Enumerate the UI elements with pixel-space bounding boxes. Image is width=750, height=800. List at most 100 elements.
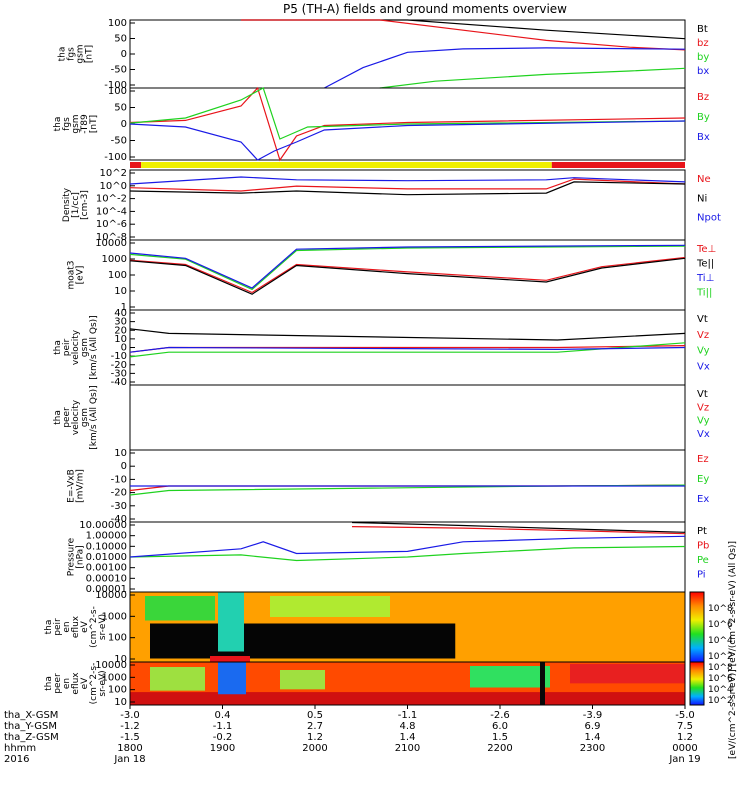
x-axis-value: -0.2 [213,732,233,743]
x-axis-value: -3.9 [583,710,603,721]
y-tick-label: 20 [114,325,127,336]
x-axis-value: -5.0 [675,710,695,721]
spectrogram-lime-band [270,596,390,617]
spectrogram-red-region [570,664,685,684]
series-line-bx [129,120,686,161]
panel-6-ylabel-line: velocity [71,399,81,435]
panel-4: moat3 [eV] 10000 1000 100 10 1 Te⊥ Te|| Ti⊥ Ti|| [67,238,717,313]
legend-entry: Vy [697,416,710,427]
panel-9-ylabel-line: en [62,621,72,632]
panel-2-ylabel-line: -T89 [80,114,90,134]
spectrogram-blue-band [218,662,246,695]
y-tick-label: 10 [114,334,127,345]
panel-5-ylabel-line: gsm [80,338,90,357]
legend-entry: Npot [697,213,721,224]
legend-entry: Bz [697,92,709,103]
y-tick-label: 10^0 [100,181,127,192]
series-line-pb [351,526,686,535]
y-tick-label: 0 [121,343,127,354]
x-axis-row-label: hhmm [4,743,36,754]
series-line-bx [324,47,686,89]
panel-8: Pressure [nPa] 10.000001.000000.100000.010… [67,520,710,595]
panel-10-ylabel-line: eV [80,677,90,690]
legend-entry: bx [697,66,709,77]
legend-entry: Ni [697,193,707,204]
panel-1-ylabel-line: [nT] [85,45,95,63]
x-axis-value: 1.2 [677,732,693,743]
spectrogram-green-band [150,667,205,691]
mode-bar-segment [551,162,685,168]
panel-7: E=-VxB [mV/m] 10 0 -10 -20 -30 -40 Ez Ey Ex [67,448,710,525]
panel-9-ylabel-line: (cm^2-s- [89,606,99,648]
series-line-vy [129,342,686,358]
mode-bar-segment [141,162,552,168]
y-tick-label: -100 [104,80,127,91]
panel-frame [129,239,686,311]
x-axis-value: 6.9 [585,721,601,732]
y-tick-label: -50 [111,65,127,76]
legend-entry: Vx [697,361,710,372]
x-axis-date-end: Jan 19 [668,754,700,765]
legend-entry: Bx [697,132,710,143]
x-axis-value: 1.4 [400,732,416,743]
x-axis-value: 1800 [117,743,142,754]
series-line-ni [129,181,686,196]
y-tick-label: -50 [111,136,127,147]
y-tick-label: 10^-8 [96,232,127,243]
legend-entry: Te⊥ [696,244,716,255]
y-tick-label: 0.01000 [86,552,127,563]
panel-5-ylabel-line: [km/s (All Qs)] [89,315,99,379]
panel-2-ylabel-line: [nT] [89,115,99,133]
y-tick-label: 100 [108,86,127,97]
y-tick-label: 10^-6 [96,219,127,230]
y-tick-label: 0 [121,461,127,472]
legend-entry: Pb [697,541,709,552]
panel-5-ylabel-line: tha [53,340,63,355]
panel-2: tha fgs gsm -T89 [nT] 100 50 0 -50 -100 Bz By Bx [53,86,710,168]
series-line-vx [129,346,686,353]
y-tick-label: 0.00100 [86,563,127,574]
legend-entry: By [697,112,710,123]
x-axis-value: 1.2 [307,732,323,743]
panel-10-ylabel-line: eflux [71,672,81,695]
panel-8-ylabel-line: Pressure [67,537,77,576]
panel-3-ylabel-line: [1/cc] [71,192,81,218]
spectrogram-green-band-3 [470,666,550,688]
y-tick-label: -100 [104,152,127,163]
panel-4-ylabel-line: moat3 [67,260,77,289]
series-line-pe [129,545,686,562]
x-axis-value: 1.5 [492,732,508,743]
y-tick-label: 10^-2 [96,194,127,205]
colorbar-tick: 10^2 [708,652,733,662]
colorbar-electron [689,661,705,706]
panel-1-ylabel-line: gsm [76,44,86,63]
y-tick-label: -40 [111,514,127,525]
legend-entry: by [697,52,709,63]
panel-2-ylabel-line: gsm [71,114,81,133]
panel-6-ylabel-line: gsm [80,408,90,427]
legend-entry: Vy [697,346,710,357]
series-line-pi [129,535,686,558]
colorbar-tick: 10^4 [708,685,733,695]
y-tick-label: 40 [114,308,127,319]
legend-entry: Bt [697,24,708,35]
series-line-te [129,257,686,295]
x-axis-value: -1.2 [120,721,140,732]
series-line-npot [129,176,686,185]
series-line-pt [351,521,686,533]
x-axis-value: -1.5 [120,732,140,743]
y-tick-label: 10^2 [100,168,127,179]
figure-title: P5 (TH-A) fields and ground moments over… [283,2,567,16]
y-tick-label: 100 [108,18,127,29]
x-axis-value: 0.5 [307,710,323,721]
x-axis-value: 2000 [302,743,327,754]
panel-1-ylabel-line: tha [58,47,68,62]
y-tick-label: 1000 [102,611,127,622]
panel-9: tha peir en eflux eV (cm^2-s-sr-eV) 10000 1000 1… [44,590,686,665]
spectrogram-black-region [150,623,456,659]
y-tick-label: 0 [121,49,127,60]
x-axis-value: 2100 [395,743,420,754]
y-tick-label: 1 [121,302,127,313]
